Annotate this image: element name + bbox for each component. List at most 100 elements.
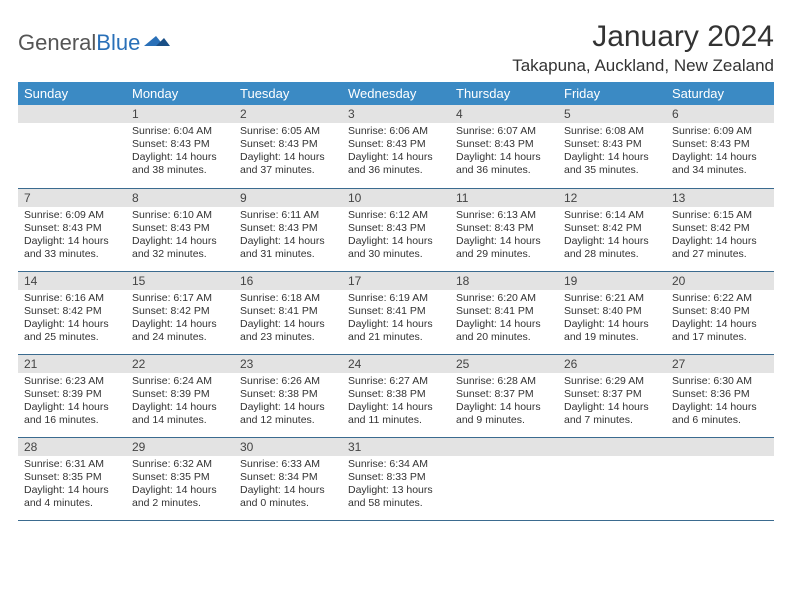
day-number: 12 <box>558 189 666 207</box>
day-number: 6 <box>666 105 774 123</box>
calendar-day-cell: 16Sunrise: 6:18 AMSunset: 8:41 PMDayligh… <box>234 271 342 354</box>
calendar-day-cell: 26Sunrise: 6:29 AMSunset: 8:37 PMDayligh… <box>558 354 666 437</box>
calendar-day-cell: 15Sunrise: 6:17 AMSunset: 8:42 PMDayligh… <box>126 271 234 354</box>
day-number: 15 <box>126 272 234 290</box>
weekday-header: Wednesday <box>342 82 450 105</box>
day-number: 5 <box>558 105 666 123</box>
calendar-day-cell: 25Sunrise: 6:28 AMSunset: 8:37 PMDayligh… <box>450 354 558 437</box>
calendar-week-row: 1Sunrise: 6:04 AMSunset: 8:43 PMDaylight… <box>18 105 774 188</box>
day-number: 1 <box>126 105 234 123</box>
calendar-day-cell: 24Sunrise: 6:27 AMSunset: 8:38 PMDayligh… <box>342 354 450 437</box>
day-details: Sunrise: 6:34 AMSunset: 8:33 PMDaylight:… <box>342 456 450 515</box>
brand-part2: Blue <box>96 30 140 56</box>
day-number: 17 <box>342 272 450 290</box>
day-number: 13 <box>666 189 774 207</box>
day-number: 26 <box>558 355 666 373</box>
day-details: Sunrise: 6:26 AMSunset: 8:38 PMDaylight:… <box>234 373 342 432</box>
calendar-day-cell: 20Sunrise: 6:22 AMSunset: 8:40 PMDayligh… <box>666 271 774 354</box>
day-details: Sunrise: 6:09 AMSunset: 8:43 PMDaylight:… <box>18 207 126 266</box>
day-number <box>666 438 774 456</box>
day-details: Sunrise: 6:09 AMSunset: 8:43 PMDaylight:… <box>666 123 774 182</box>
day-details: Sunrise: 6:07 AMSunset: 8:43 PMDaylight:… <box>450 123 558 182</box>
location-text: Takapuna, Auckland, New Zealand <box>512 56 774 76</box>
calendar-day-cell: 11Sunrise: 6:13 AMSunset: 8:43 PMDayligh… <box>450 188 558 271</box>
day-details: Sunrise: 6:17 AMSunset: 8:42 PMDaylight:… <box>126 290 234 349</box>
day-details: Sunrise: 6:12 AMSunset: 8:43 PMDaylight:… <box>342 207 450 266</box>
day-details: Sunrise: 6:24 AMSunset: 8:39 PMDaylight:… <box>126 373 234 432</box>
calendar-day-cell <box>450 437 558 520</box>
calendar-table: SundayMondayTuesdayWednesdayThursdayFrid… <box>18 82 774 521</box>
calendar-week-row: 28Sunrise: 6:31 AMSunset: 8:35 PMDayligh… <box>18 437 774 520</box>
calendar-day-cell: 3Sunrise: 6:06 AMSunset: 8:43 PMDaylight… <box>342 105 450 188</box>
weekday-header: Tuesday <box>234 82 342 105</box>
day-details: Sunrise: 6:14 AMSunset: 8:42 PMDaylight:… <box>558 207 666 266</box>
calendar-day-cell: 27Sunrise: 6:30 AMSunset: 8:36 PMDayligh… <box>666 354 774 437</box>
day-details: Sunrise: 6:29 AMSunset: 8:37 PMDaylight:… <box>558 373 666 432</box>
day-number: 20 <box>666 272 774 290</box>
calendar-day-cell: 21Sunrise: 6:23 AMSunset: 8:39 PMDayligh… <box>18 354 126 437</box>
calendar-day-cell: 4Sunrise: 6:07 AMSunset: 8:43 PMDaylight… <box>450 105 558 188</box>
day-details: Sunrise: 6:33 AMSunset: 8:34 PMDaylight:… <box>234 456 342 515</box>
day-number: 21 <box>18 355 126 373</box>
calendar-day-cell: 22Sunrise: 6:24 AMSunset: 8:39 PMDayligh… <box>126 354 234 437</box>
day-details: Sunrise: 6:06 AMSunset: 8:43 PMDaylight:… <box>342 123 450 182</box>
weekday-header-row: SundayMondayTuesdayWednesdayThursdayFrid… <box>18 82 774 105</box>
weekday-header: Friday <box>558 82 666 105</box>
calendar-day-cell: 13Sunrise: 6:15 AMSunset: 8:42 PMDayligh… <box>666 188 774 271</box>
day-number: 29 <box>126 438 234 456</box>
day-details: Sunrise: 6:11 AMSunset: 8:43 PMDaylight:… <box>234 207 342 266</box>
day-details: Sunrise: 6:19 AMSunset: 8:41 PMDaylight:… <box>342 290 450 349</box>
weekday-header: Thursday <box>450 82 558 105</box>
day-details: Sunrise: 6:13 AMSunset: 8:43 PMDaylight:… <box>450 207 558 266</box>
day-number: 10 <box>342 189 450 207</box>
day-details: Sunrise: 6:20 AMSunset: 8:41 PMDaylight:… <box>450 290 558 349</box>
calendar-week-row: 7Sunrise: 6:09 AMSunset: 8:43 PMDaylight… <box>18 188 774 271</box>
brand-logo: GeneralBlue <box>18 20 170 56</box>
flag-icon <box>144 30 170 56</box>
day-details: Sunrise: 6:21 AMSunset: 8:40 PMDaylight:… <box>558 290 666 349</box>
day-number <box>558 438 666 456</box>
calendar-day-cell <box>666 437 774 520</box>
day-number: 3 <box>342 105 450 123</box>
calendar-day-cell: 28Sunrise: 6:31 AMSunset: 8:35 PMDayligh… <box>18 437 126 520</box>
day-details: Sunrise: 6:23 AMSunset: 8:39 PMDaylight:… <box>18 373 126 432</box>
day-number: 16 <box>234 272 342 290</box>
calendar-day-cell: 30Sunrise: 6:33 AMSunset: 8:34 PMDayligh… <box>234 437 342 520</box>
day-number: 22 <box>126 355 234 373</box>
weekday-header: Sunday <box>18 82 126 105</box>
day-details: Sunrise: 6:31 AMSunset: 8:35 PMDaylight:… <box>18 456 126 515</box>
day-number: 4 <box>450 105 558 123</box>
calendar-day-cell: 23Sunrise: 6:26 AMSunset: 8:38 PMDayligh… <box>234 354 342 437</box>
day-number: 31 <box>342 438 450 456</box>
calendar-week-row: 21Sunrise: 6:23 AMSunset: 8:39 PMDayligh… <box>18 354 774 437</box>
day-details: Sunrise: 6:04 AMSunset: 8:43 PMDaylight:… <box>126 123 234 182</box>
calendar-day-cell: 6Sunrise: 6:09 AMSunset: 8:43 PMDaylight… <box>666 105 774 188</box>
day-details: Sunrise: 6:15 AMSunset: 8:42 PMDaylight:… <box>666 207 774 266</box>
day-number: 28 <box>18 438 126 456</box>
day-details: Sunrise: 6:08 AMSunset: 8:43 PMDaylight:… <box>558 123 666 182</box>
calendar-day-cell: 2Sunrise: 6:05 AMSunset: 8:43 PMDaylight… <box>234 105 342 188</box>
month-title: January 2024 <box>512 20 774 54</box>
calendar-day-cell: 31Sunrise: 6:34 AMSunset: 8:33 PMDayligh… <box>342 437 450 520</box>
header: GeneralBlue January 2024 Takapuna, Auckl… <box>18 20 774 76</box>
calendar-day-cell: 9Sunrise: 6:11 AMSunset: 8:43 PMDaylight… <box>234 188 342 271</box>
calendar-day-cell <box>18 105 126 188</box>
day-number <box>450 438 558 456</box>
day-number: 11 <box>450 189 558 207</box>
day-details: Sunrise: 6:05 AMSunset: 8:43 PMDaylight:… <box>234 123 342 182</box>
day-number: 24 <box>342 355 450 373</box>
calendar-day-cell: 5Sunrise: 6:08 AMSunset: 8:43 PMDaylight… <box>558 105 666 188</box>
day-number <box>18 105 126 123</box>
weekday-header: Monday <box>126 82 234 105</box>
day-number: 2 <box>234 105 342 123</box>
calendar-day-cell: 8Sunrise: 6:10 AMSunset: 8:43 PMDaylight… <box>126 188 234 271</box>
day-number: 8 <box>126 189 234 207</box>
day-details: Sunrise: 6:10 AMSunset: 8:43 PMDaylight:… <box>126 207 234 266</box>
day-number: 18 <box>450 272 558 290</box>
calendar-day-cell: 10Sunrise: 6:12 AMSunset: 8:43 PMDayligh… <box>342 188 450 271</box>
day-number: 23 <box>234 355 342 373</box>
day-number: 7 <box>18 189 126 207</box>
title-block: January 2024 Takapuna, Auckland, New Zea… <box>512 20 774 76</box>
calendar-day-cell: 12Sunrise: 6:14 AMSunset: 8:42 PMDayligh… <box>558 188 666 271</box>
calendar-day-cell <box>558 437 666 520</box>
